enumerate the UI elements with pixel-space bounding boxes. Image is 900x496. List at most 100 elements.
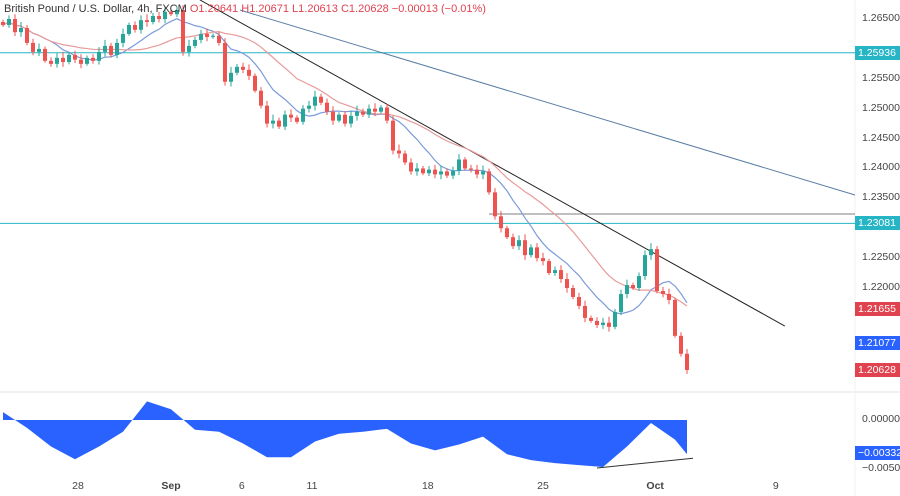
candle-body	[115, 42, 119, 55]
candle-body	[151, 16, 155, 22]
candle-body	[253, 75, 257, 91]
candle-body	[205, 33, 209, 37]
candle-body	[493, 192, 497, 217]
candle-body	[193, 39, 197, 46]
candle-body	[187, 45, 191, 52]
candle-body	[385, 107, 389, 121]
candle-body	[397, 150, 401, 154]
candle-body	[427, 169, 431, 174]
symbol-title: British Pound / U.S. Dollar, 4h, FXCM	[4, 3, 187, 15]
candle-body	[121, 33, 125, 43]
candle-body	[445, 171, 449, 176]
candle-body	[283, 114, 287, 127]
candle-body	[631, 285, 635, 289]
oscillator-tick-label: −0.00500	[862, 462, 900, 474]
candle-body	[277, 120, 281, 127]
price-tag: 1.21077	[855, 336, 900, 351]
candle-body	[343, 114, 347, 124]
ohlc-high: H1.20671	[241, 3, 289, 15]
time-tick-label: 6	[238, 480, 245, 492]
candle-body	[127, 24, 131, 34]
candle-body	[217, 35, 221, 43]
candle-body	[463, 159, 467, 169]
candle-body	[457, 159, 461, 171]
ohlc-change: −0.00013 (−0.01%)	[391, 3, 486, 15]
candle-body	[97, 51, 101, 61]
divergence-line	[596, 457, 694, 469]
candle-body	[331, 111, 335, 121]
ohlc-close: C1.20628	[340, 3, 389, 15]
candle-body	[439, 171, 443, 175]
candle-body	[7, 19, 11, 25]
candle-body	[313, 96, 317, 106]
candle-body	[415, 168, 419, 172]
candle-body	[25, 27, 29, 43]
candle-body	[49, 60, 53, 64]
candle-body	[289, 114, 293, 118]
candle-body	[307, 105, 311, 109]
candle-body	[211, 35, 215, 37]
candle-body	[595, 320, 599, 326]
candle-body	[469, 168, 473, 170]
candle-body	[73, 54, 77, 60]
candle-body	[163, 11, 167, 19]
candle-body	[235, 66, 239, 73]
time-tick-label: 9	[772, 480, 779, 492]
candle-body	[475, 169, 479, 175]
candle-body	[175, 10, 179, 15]
price-tick-label: 1.22000	[862, 281, 900, 293]
price-tag: 1.23081	[855, 216, 900, 231]
candle-body	[679, 335, 683, 354]
candle-body	[571, 288, 575, 297]
candle-body	[565, 279, 569, 289]
candle-body	[109, 45, 113, 55]
candle-body	[535, 247, 539, 259]
candle-body	[661, 290, 665, 294]
candle-body	[91, 57, 95, 61]
candle-body	[589, 317, 593, 321]
candle-body	[529, 247, 533, 256]
candle-body	[31, 42, 35, 52]
time-tick-label: 28	[72, 480, 84, 492]
candle-body	[379, 107, 383, 112]
candle-body	[133, 24, 137, 30]
moving-average-9	[2, 18, 688, 315]
candle-body	[241, 66, 245, 70]
candle-body	[409, 162, 413, 172]
price-tag: 1.25936	[855, 45, 900, 60]
price-tick-label: 1.26500	[862, 12, 900, 24]
candle-body	[625, 285, 629, 294]
candle-body	[19, 27, 23, 33]
oscillator-tick-label: 0.00000	[862, 413, 900, 425]
candle-body	[355, 111, 359, 116]
candle-body	[481, 171, 485, 175]
candle-body	[103, 45, 107, 52]
candle-body	[517, 240, 521, 247]
candle-body	[583, 305, 587, 318]
candle-body	[541, 258, 545, 262]
candle-body	[265, 105, 269, 124]
time-tick-label: 11	[306, 480, 318, 492]
price-tag: 1.20628	[855, 363, 900, 378]
candle-body	[367, 108, 371, 115]
candle-body	[505, 228, 509, 238]
moving-average-20	[2, 21, 688, 307]
candle-body	[223, 42, 227, 82]
candle-body	[259, 90, 263, 106]
candle-body	[181, 10, 185, 52]
candle-body	[145, 20, 149, 22]
candle-body	[559, 270, 563, 280]
candle-body	[139, 20, 143, 30]
candle-body	[619, 293, 623, 312]
price-tick-label: 1.24000	[862, 161, 900, 174]
oscillator-area	[3, 401, 687, 468]
candle-body	[373, 108, 377, 112]
candle-body	[685, 353, 689, 371]
candle-body	[169, 11, 173, 15]
candle-body	[655, 249, 659, 291]
price-tick-label: 1.24500	[862, 131, 900, 144]
candle-body	[37, 48, 41, 52]
candle-body	[673, 299, 677, 336]
candle-body	[79, 59, 83, 64]
